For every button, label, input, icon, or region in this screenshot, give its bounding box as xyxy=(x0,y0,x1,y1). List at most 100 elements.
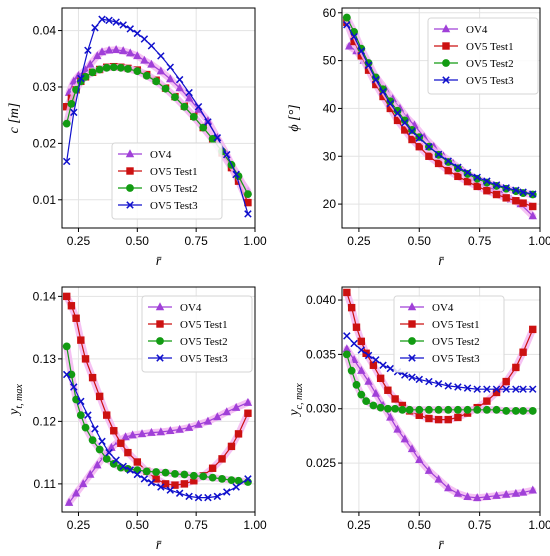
y-tick-label: 0.040 xyxy=(306,293,336,307)
x-tick-label: 0.50 xyxy=(408,518,432,532)
data-point xyxy=(502,385,510,393)
data-point xyxy=(463,405,472,414)
data-point xyxy=(204,493,212,502)
data-point-square-marker xyxy=(72,314,80,322)
x-tick-label: 0.25 xyxy=(67,518,91,532)
data-point xyxy=(483,186,491,195)
data-point xyxy=(357,365,366,374)
data-point-square-marker xyxy=(384,386,392,394)
legend-label: OV5 Test1 xyxy=(150,166,198,178)
data-point-x-marker xyxy=(350,32,358,41)
data-point-x-marker xyxy=(379,361,387,369)
x-tick-label: 0.50 xyxy=(126,518,150,532)
data-point-square-marker xyxy=(529,325,537,334)
legend-box xyxy=(141,295,253,373)
data-point-square-marker xyxy=(502,377,510,386)
data-point-triangle-marker xyxy=(393,424,402,433)
legend-label: OV5 Test3 xyxy=(466,75,514,87)
data-point xyxy=(223,488,231,496)
data-point-x-marker xyxy=(502,184,510,192)
legend-square-marker xyxy=(408,320,416,328)
data-point-square-marker xyxy=(483,397,491,405)
data-point-triangle-marker xyxy=(121,432,130,441)
data-point xyxy=(350,37,358,46)
data-point xyxy=(343,21,351,29)
data-point-circle-marker xyxy=(76,411,85,420)
data-point xyxy=(184,422,194,431)
data-point xyxy=(244,475,252,483)
legend-label: OV5 Test1 xyxy=(466,41,514,53)
data-point xyxy=(483,397,491,405)
legend-label: OV5 Test1 xyxy=(432,319,480,331)
data-point xyxy=(379,361,387,369)
data-point xyxy=(371,388,381,397)
y-tick-label: 0.01 xyxy=(33,193,57,207)
data-point xyxy=(180,470,189,479)
y-axis-label-base: y xyxy=(7,408,22,417)
data-point xyxy=(383,404,392,413)
data-point-square-marker xyxy=(386,104,394,113)
data-point-circle-marker xyxy=(180,102,189,111)
data-point xyxy=(147,42,156,50)
legend: OV4 OV5 Test1 OV5 Test2 OV5 Test3 xyxy=(427,17,539,95)
data-point xyxy=(67,302,76,310)
data-point-x-marker xyxy=(223,488,231,496)
legend-label: OV4 xyxy=(466,24,488,36)
data-point-circle-marker xyxy=(199,123,208,132)
data-point xyxy=(213,492,222,501)
chart-panel-4: 0.25 0.50 0.75 1.00 0.025 0.030 0.035 0.040 r̄ yc… xyxy=(287,286,550,553)
data-point xyxy=(133,29,142,38)
data-point xyxy=(223,150,231,159)
data-point xyxy=(128,430,137,439)
data-point-circle-marker xyxy=(511,407,520,415)
x-tick-label: 0.25 xyxy=(67,234,91,248)
data-point-x-marker xyxy=(434,150,443,159)
legend-entry-ov5-test3: OV5 Test3 xyxy=(434,75,514,87)
data-point xyxy=(492,388,501,397)
data-point xyxy=(529,190,537,198)
data-point-square-marker xyxy=(444,166,452,175)
data-point xyxy=(194,102,203,111)
data-point-x-marker xyxy=(408,373,416,381)
data-point-x-marker xyxy=(379,87,387,96)
data-point xyxy=(147,427,156,436)
data-point xyxy=(384,386,392,394)
data-point xyxy=(376,374,385,383)
data-point xyxy=(133,67,142,76)
data-point xyxy=(157,483,165,491)
data-point-x-marker xyxy=(112,18,120,26)
data-point xyxy=(434,415,443,424)
y-tick-label: 0.030 xyxy=(306,402,336,416)
data-point-x-marker xyxy=(140,475,149,483)
data-point xyxy=(454,383,462,391)
data-point-square-marker xyxy=(67,302,76,310)
data-point xyxy=(425,142,433,151)
data-point-x-marker xyxy=(204,118,212,126)
data-point-x-marker xyxy=(147,42,156,50)
x-tick-label: 0.25 xyxy=(347,518,371,532)
data-point xyxy=(199,123,208,132)
data-point xyxy=(102,454,111,463)
x-tick-label: 0.75 xyxy=(468,234,492,248)
data-point xyxy=(379,92,387,101)
data-point xyxy=(97,47,107,56)
data-point xyxy=(454,163,462,171)
data-point xyxy=(184,93,194,102)
data-point xyxy=(234,430,243,438)
data-point xyxy=(76,411,85,420)
data-point-triangle-marker xyxy=(231,402,241,411)
data-point xyxy=(126,466,134,474)
data-point xyxy=(156,66,166,75)
legend-triangle-marker xyxy=(125,149,135,158)
data-point-x-marker xyxy=(357,47,366,55)
data-point-x-marker xyxy=(372,76,380,84)
data-point xyxy=(463,492,472,500)
data-point-circle-marker xyxy=(347,366,356,375)
legend-entry-ov4: OV4 xyxy=(118,149,172,161)
data-point-triangle-marker xyxy=(156,427,166,436)
data-point-square-marker xyxy=(103,411,111,419)
data-point-triangle-marker xyxy=(203,116,213,125)
data-point xyxy=(425,405,433,414)
data-point-triangle-marker xyxy=(128,430,137,439)
data-point xyxy=(364,376,373,385)
